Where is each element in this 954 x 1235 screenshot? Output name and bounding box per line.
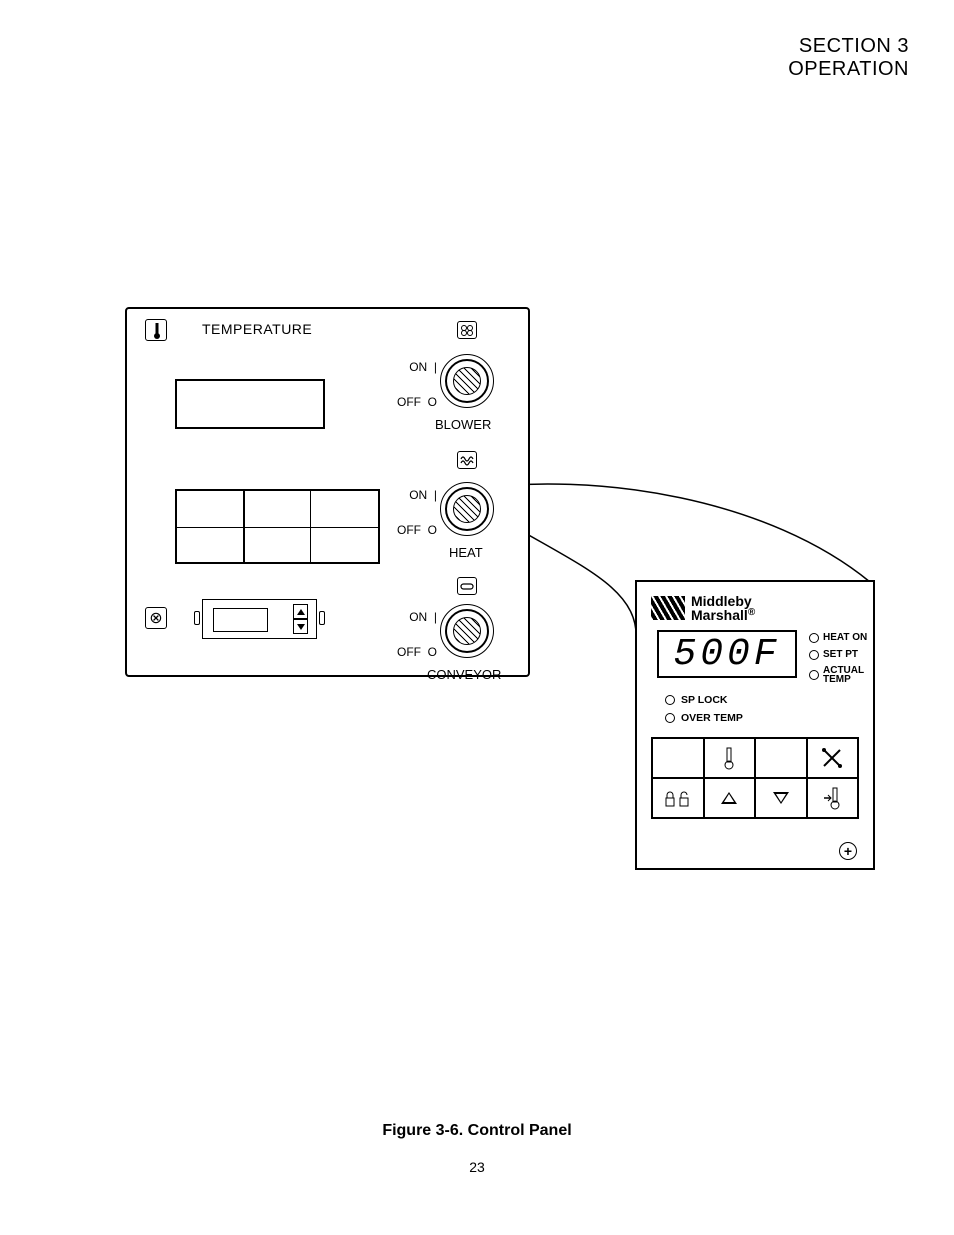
figure-caption: Figure 3-6. Control Panel — [0, 1122, 954, 1140]
temperature-label: TEMPERATURE — [202, 321, 312, 337]
connector-left — [194, 611, 200, 625]
conveyor-switch[interactable] — [445, 609, 489, 653]
keypad-blank-2[interactable] — [755, 738, 807, 778]
brand-line1: Middleby — [691, 594, 755, 608]
heat-switch-name: HEAT — [449, 545, 483, 560]
over-temp-indicator: OVER TEMP — [665, 712, 743, 724]
keypad-blank-1[interactable] — [652, 738, 704, 778]
keypad-down-button[interactable] — [755, 778, 807, 818]
blower-switch[interactable] — [445, 359, 489, 403]
conveyor-switch-labels: ON | OFF O — [385, 597, 437, 673]
thermometer-icon — [722, 746, 736, 770]
conveyor-down-button[interactable] — [293, 619, 308, 634]
keypad-lock-button[interactable] — [652, 778, 704, 818]
lock-icon — [663, 788, 693, 808]
heat-switch-labels: ON | OFF O — [385, 475, 437, 551]
section-title: OPERATION — [788, 58, 909, 81]
heat-switch[interactable] — [445, 487, 489, 531]
page-header: SECTION 3 OPERATION — [788, 35, 909, 81]
thermometer-set-icon — [822, 786, 842, 810]
conveyor-switch-name: CONVEYOR — [427, 667, 501, 682]
plus-icon: + — [839, 842, 857, 860]
conveyor-up-button[interactable] — [293, 604, 308, 619]
blower-icon — [457, 321, 477, 339]
connector-right — [319, 611, 325, 625]
tools-icon — [821, 747, 843, 769]
section-label: SECTION 3 — [788, 35, 909, 58]
conveyor-time-controller — [202, 599, 317, 639]
heat-icon — [457, 451, 477, 469]
blower-switch-labels: ON | OFF O — [385, 347, 437, 423]
sp-lock-indicator: SP LOCK — [665, 694, 727, 706]
keypad-temp-button[interactable] — [704, 738, 756, 778]
thermometer-icon — [145, 319, 167, 341]
blower-switch-name: BLOWER — [435, 417, 491, 432]
conveyor-icon — [457, 577, 477, 595]
brand-logo: Middleby Marshall® — [651, 594, 755, 622]
control-panel: TEMPERATURE ON | OFF O BLOWER ON | OFF O… — [125, 307, 530, 677]
keypad-service-button[interactable] — [807, 738, 859, 778]
conveyor-time-display — [213, 608, 268, 632]
brand-mark-icon — [651, 596, 685, 620]
temperature-display — [175, 379, 325, 429]
timer-icon — [145, 607, 167, 629]
brand-registered: ® — [748, 607, 755, 618]
heat-on-indicator: HEAT ON — [809, 632, 867, 643]
temperature-readout: 500F — [657, 630, 797, 678]
keypad-up-button[interactable] — [704, 778, 756, 818]
keypad-setpoint-button[interactable] — [807, 778, 859, 818]
temperature-controller-detail: Middleby Marshall® 500F HEAT ON SET PT A… — [635, 580, 875, 870]
actual-temp-indicator: ACTUALTEMP — [809, 666, 864, 684]
set-pt-indicator: SET PT — [809, 649, 858, 660]
brand-line2: Marshall — [691, 607, 748, 623]
controller-keypad — [651, 737, 859, 819]
keypad-grid — [175, 489, 380, 564]
page-number: 23 — [0, 1159, 954, 1175]
